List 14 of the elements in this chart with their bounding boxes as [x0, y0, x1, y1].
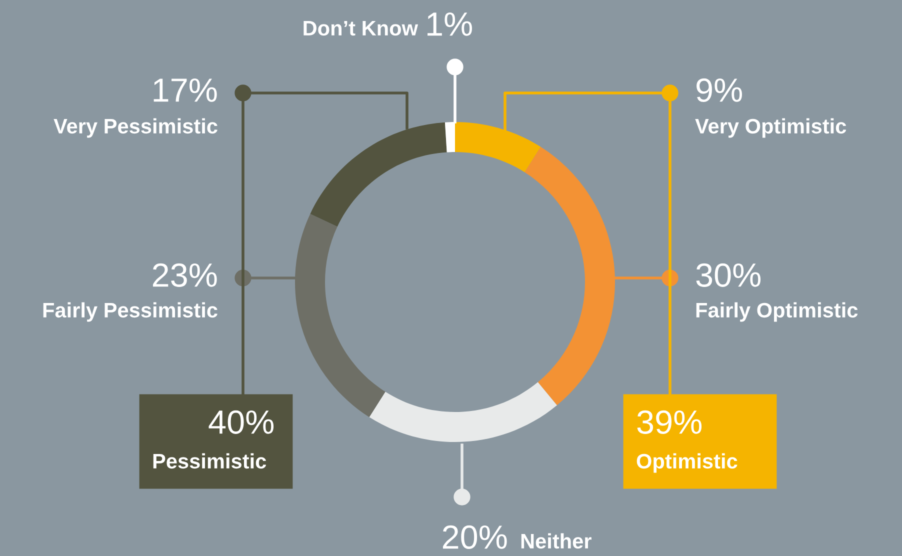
- slice-label: Very Pessimistic: [54, 118, 218, 138]
- data-label: 23%: [152, 263, 217, 287]
- data-label: 30%: [696, 263, 761, 287]
- data-label: 20%: [442, 525, 507, 549]
- slice-label: Don’t Know: [304, 21, 418, 36]
- data-label: 17%: [154, 78, 217, 102]
- slice-label: Fairly Pessimistic: [43, 302, 218, 322]
- slice-label: Fairly Optimistic: [696, 302, 858, 322]
- slice-label: Neither: [521, 533, 592, 549]
- text: 40% Pessimistic: [153, 410, 274, 469]
- data-label: 9%: [696, 78, 742, 102]
- slice-label: Very Optimistic: [695, 118, 846, 138]
- text: 39% Optimistic: [636, 410, 738, 473]
- data-label: 1%: [428, 12, 472, 36]
